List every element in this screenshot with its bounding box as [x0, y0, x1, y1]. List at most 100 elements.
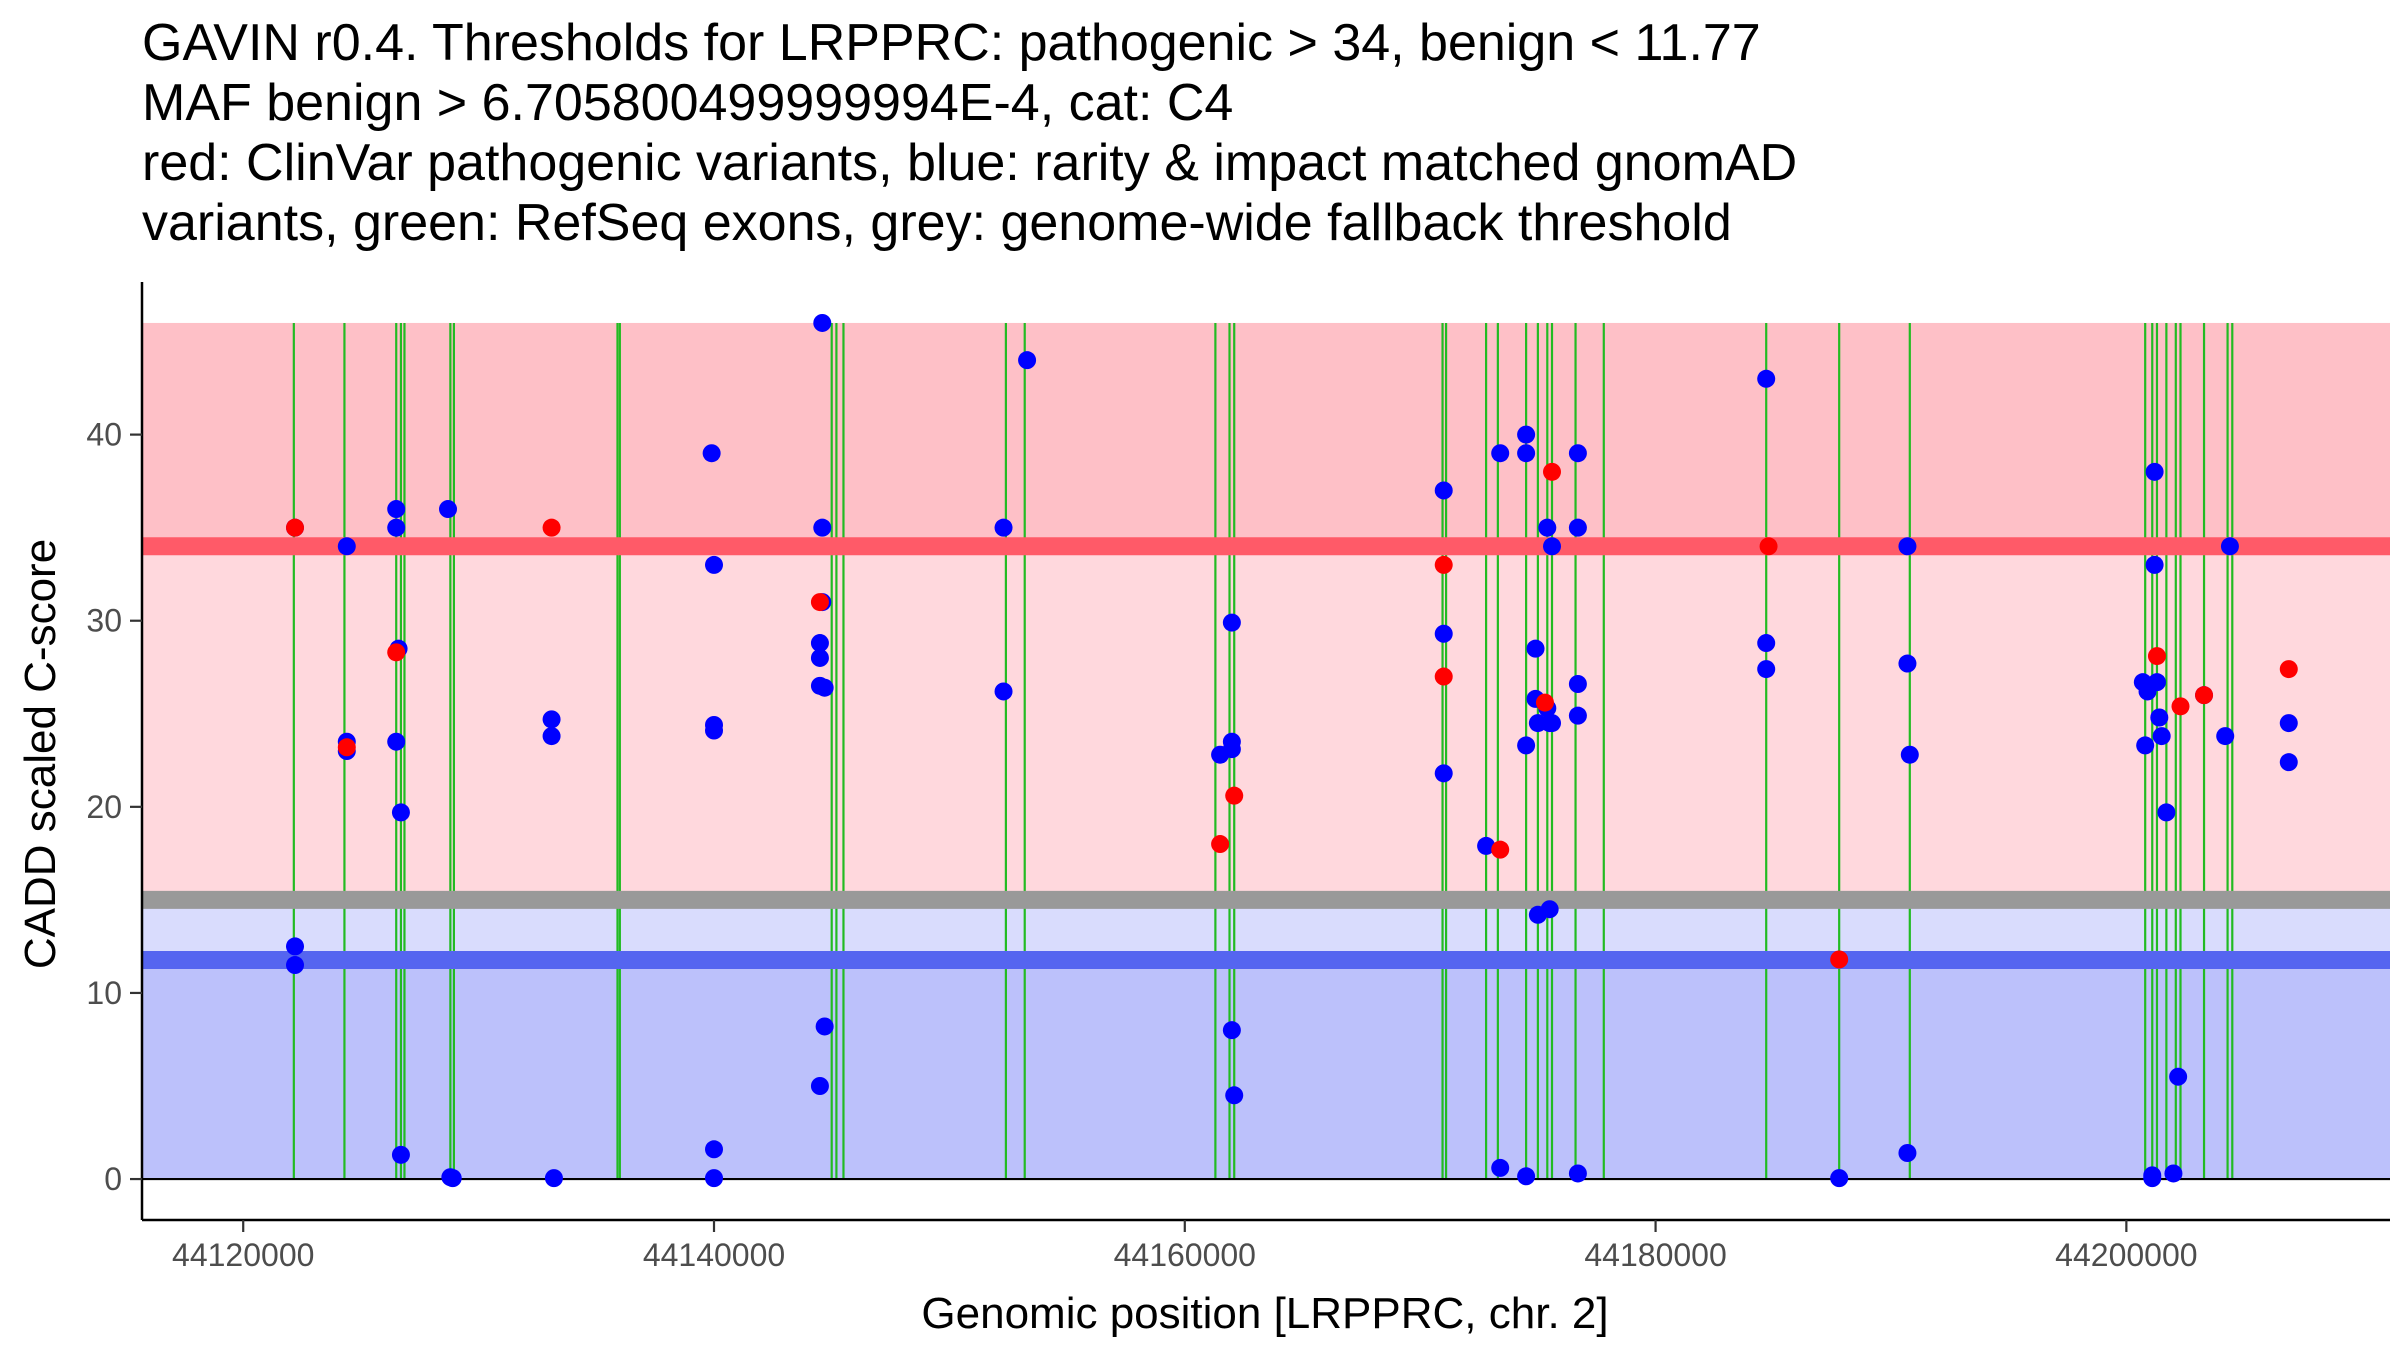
gnomad-point — [1434, 764, 1453, 783]
clinvar-point — [1491, 840, 1510, 859]
gnomad-point — [2169, 1067, 2188, 1086]
clinvar-point — [1211, 835, 1230, 854]
gnomad-point — [1540, 900, 1559, 919]
x-tick-label: 44160000 — [1114, 1237, 1256, 1273]
mid-pathogenic-band — [142, 546, 2390, 900]
clinvar-point — [1535, 693, 1554, 712]
gnomad-point — [2136, 736, 2155, 755]
gnomad-point — [1526, 639, 1545, 658]
gnomad-point — [544, 1169, 563, 1188]
x-tick-label: 44140000 — [643, 1237, 785, 1273]
threshold-lines — [142, 537, 2390, 970]
clinvar-point — [1543, 462, 1562, 481]
clinvar-point — [337, 738, 356, 757]
x-tick-label: 44180000 — [1584, 1237, 1726, 1273]
gnomad-point — [1222, 740, 1241, 759]
gnomad-point — [1898, 537, 1917, 556]
gnomad-point — [1517, 444, 1536, 463]
gnomad-point — [705, 721, 724, 740]
clinvar-point — [1830, 950, 1849, 969]
gnomad-point — [810, 634, 829, 653]
gnomad-point — [2164, 1164, 2183, 1183]
clinvar-point — [810, 593, 829, 612]
gnomad-point — [994, 518, 1013, 537]
gnomad-point — [2279, 714, 2298, 733]
gnomad-point — [813, 313, 832, 332]
clinvar-point — [1759, 537, 1778, 556]
y-tick-label: 30 — [86, 603, 122, 639]
gnomad-point — [1757, 634, 1776, 653]
clinvar-point — [2279, 660, 2298, 679]
gnomad-point — [391, 803, 410, 822]
gnomad-point — [1491, 444, 1510, 463]
gnomad-point — [2279, 753, 2298, 772]
gnomad-point — [1434, 481, 1453, 500]
gnomad-point — [1898, 1144, 1917, 1162]
gnomad-point — [815, 678, 834, 697]
clinvar-point — [1434, 667, 1453, 686]
x-tick-label: 44200000 — [2055, 1237, 2197, 1273]
chart-title: GAVIN r0.4. Thresholds for LRPPRC: patho… — [142, 14, 1797, 252]
gnomad-point — [2220, 537, 2239, 556]
gnomad-point — [1517, 736, 1536, 755]
gnomad-point — [815, 1017, 834, 1036]
gnomad-point — [705, 1169, 724, 1188]
gnomad-point — [387, 518, 406, 537]
clinvar-point — [542, 518, 561, 537]
clinvar-point — [286, 518, 305, 537]
gnomad-point — [443, 1169, 462, 1188]
gnomad-point — [387, 500, 406, 519]
gnomad-point — [439, 500, 458, 519]
title-line-3: red: ClinVar pathogenic variants, blue: … — [142, 134, 1797, 192]
gnomad-point — [1757, 660, 1776, 679]
gnomad-point — [1538, 518, 1557, 537]
gnomad-point — [810, 648, 829, 667]
gnomad-point — [1477, 836, 1496, 855]
gnomad-point — [286, 937, 305, 956]
gnomad-point — [1517, 1167, 1536, 1186]
gnomad-point — [1517, 425, 1536, 444]
gnomad-point — [391, 1145, 410, 1164]
title-line-2: MAF benign > 6.705800499999994E-4, cat: … — [142, 74, 1233, 132]
gnomad-point — [1222, 1021, 1241, 1040]
clinvar-point — [2171, 697, 2190, 716]
gnomad-point — [1568, 444, 1587, 463]
gnomad-point — [1491, 1158, 1510, 1177]
axes: 44120000 44140000 44160000 44180000 44200000… — [86, 282, 2390, 1273]
y-axis-title: CADD scaled C-score — [16, 539, 65, 969]
gnomad-point — [2147, 673, 2166, 692]
threshold-bands — [142, 322, 2390, 1180]
variant-points — [286, 313, 2298, 1188]
gnomad-point — [286, 956, 305, 975]
y-tick-label: 40 — [86, 417, 122, 453]
gnomad-point — [1900, 745, 1919, 764]
gnomad-point — [1830, 1169, 1849, 1188]
y-tick-label: 0 — [104, 1161, 122, 1197]
y-tick-label: 10 — [86, 975, 122, 1011]
gnomad-point — [705, 555, 724, 574]
gnomad-point — [1018, 351, 1037, 370]
gnomad-point — [2145, 555, 2164, 574]
clinvar-point — [1225, 786, 1244, 805]
clinvar-point — [2147, 647, 2166, 666]
gnomad-point — [1898, 654, 1917, 673]
y-tick-label: 20 — [86, 789, 122, 825]
gnomad-point — [1225, 1086, 1244, 1105]
gnomad-point — [702, 444, 721, 463]
gnomad-point — [813, 518, 832, 537]
x-tick-label: 44120000 — [172, 1237, 314, 1273]
gnomad-point — [1757, 369, 1776, 388]
gnomad-point — [1434, 624, 1453, 643]
gnomad-point — [1543, 537, 1562, 556]
benign-band — [142, 960, 2390, 1180]
gnomad-point — [810, 1077, 829, 1095]
gnomad-point — [1568, 706, 1587, 725]
gnomad-point — [2150, 708, 2169, 727]
x-axis-title: Genomic position [LRPPRC, chr. 2] — [921, 1289, 1608, 1338]
gnomad-point — [994, 682, 1013, 701]
gnomad-point — [1568, 675, 1587, 693]
clinvar-point — [387, 643, 406, 662]
gnomad-point — [387, 732, 406, 751]
gnomad-point — [1568, 1164, 1587, 1183]
